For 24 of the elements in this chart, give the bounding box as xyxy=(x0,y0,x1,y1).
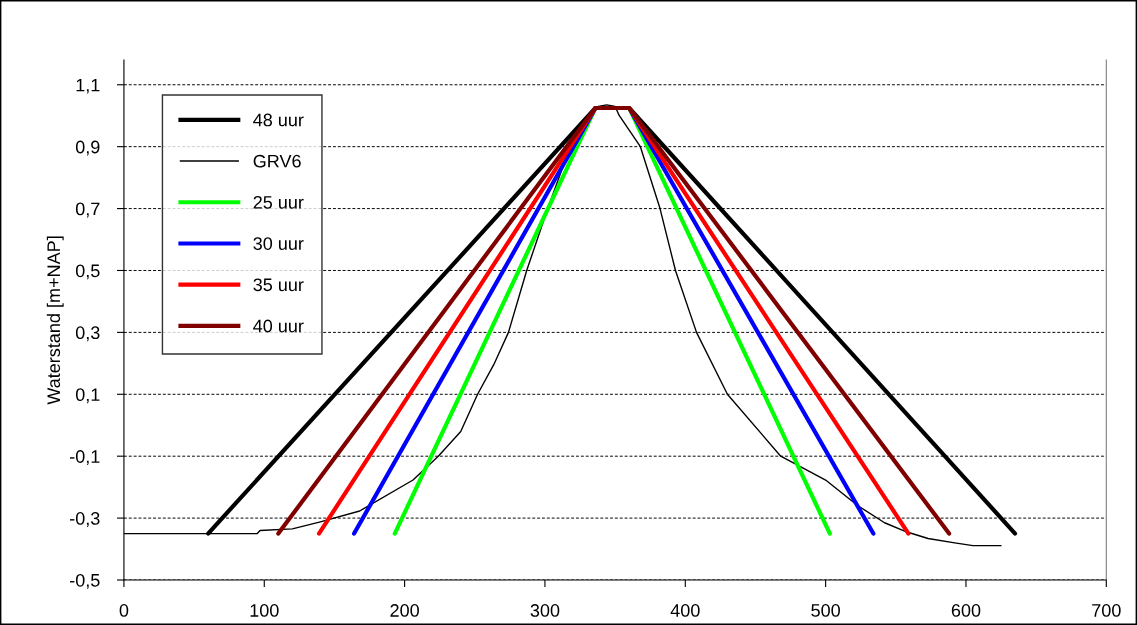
y-tick-label: 0,1 xyxy=(75,388,100,404)
legend-label: 40 uur xyxy=(253,319,304,333)
y-tick-label: -0,5 xyxy=(70,573,100,589)
y-tick-label: 0,5 xyxy=(75,264,100,280)
y-tick-label: -0,3 xyxy=(70,512,100,527)
x-tick-label: 700 xyxy=(1092,604,1121,617)
legend-label: 30 uur xyxy=(253,237,304,250)
legend-label: 35 uur xyxy=(253,278,304,292)
x-tick-label: 300 xyxy=(530,604,560,617)
x-tick-label: 600 xyxy=(951,604,981,617)
x-tick-label: 400 xyxy=(670,604,700,617)
x-tick-label: 100 xyxy=(250,604,279,617)
x-tick-label: 500 xyxy=(811,604,840,617)
y-tick-label: 1,1 xyxy=(76,78,100,94)
legend-label: 48 uur xyxy=(253,113,304,127)
y-tick-label: -0,1 xyxy=(70,450,100,466)
x-tick-label: 0 xyxy=(119,604,129,617)
legend-label: 25 uur xyxy=(253,195,304,209)
legend-label: GRV6 xyxy=(253,154,301,168)
y-axis-title: Waterstand [m+NAP] xyxy=(46,236,64,405)
y-tick-label: 0,9 xyxy=(75,140,100,156)
y-tick-label: 0,7 xyxy=(75,202,100,218)
y-tick-label: 0,3 xyxy=(75,326,100,342)
x-tick-label: 200 xyxy=(390,604,419,617)
